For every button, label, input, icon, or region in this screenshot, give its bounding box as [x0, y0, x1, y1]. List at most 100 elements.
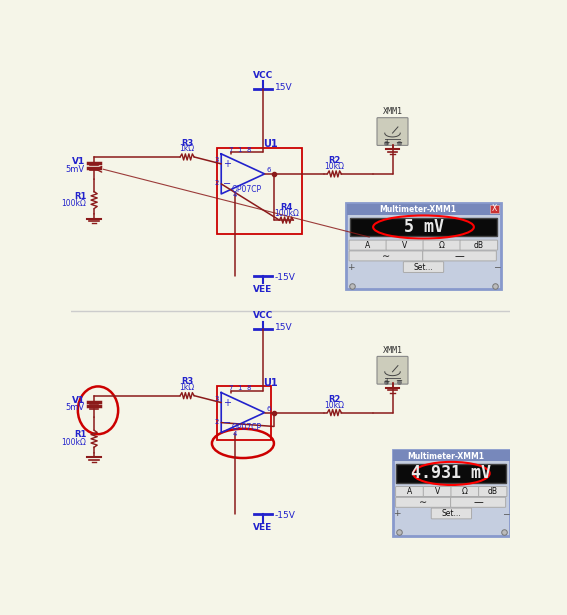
Text: —: — [473, 498, 483, 507]
Text: Multimeter-XMM1: Multimeter-XMM1 [408, 451, 484, 461]
FancyBboxPatch shape [423, 240, 460, 250]
Text: XMM1: XMM1 [383, 346, 403, 355]
Text: 10kΩ: 10kΩ [324, 400, 344, 410]
Text: 100kΩ: 100kΩ [274, 208, 299, 218]
Text: 1kΩ: 1kΩ [180, 144, 194, 153]
Text: 2: 2 [214, 180, 219, 186]
Text: Ω: Ω [439, 240, 445, 250]
Text: 15V: 15V [274, 323, 293, 332]
Bar [490, 205, 498, 213]
Text: −: − [395, 376, 402, 386]
Text: 1: 1 [237, 385, 242, 391]
Text: VCC: VCC [253, 71, 273, 80]
Text: dB: dB [488, 487, 498, 496]
Text: R2: R2 [328, 156, 341, 165]
Text: X: X [492, 204, 497, 213]
Text: −: − [223, 418, 231, 427]
Text: 1kΩ: 1kΩ [180, 383, 194, 392]
Text: Set...: Set... [414, 263, 433, 272]
Text: 8: 8 [247, 146, 251, 153]
Text: +: + [223, 159, 231, 169]
Bar [217, 148, 302, 234]
Text: U1: U1 [263, 378, 277, 388]
Text: R3: R3 [181, 378, 193, 386]
Text: Multimeter-XMM1: Multimeter-XMM1 [379, 205, 456, 214]
FancyBboxPatch shape [423, 251, 496, 261]
Text: R1: R1 [74, 192, 86, 200]
Text: V: V [435, 487, 440, 496]
Text: −: − [502, 509, 509, 518]
Text: 4: 4 [233, 430, 238, 437]
FancyBboxPatch shape [349, 251, 423, 261]
FancyBboxPatch shape [403, 261, 443, 272]
Text: +: + [223, 397, 231, 408]
Text: R3: R3 [181, 139, 193, 148]
Text: A: A [365, 240, 370, 250]
Text: U1: U1 [263, 139, 277, 149]
Text: OP07CP: OP07CP [232, 184, 262, 194]
Text: R4: R4 [280, 204, 293, 212]
Bar [217, 386, 271, 440]
Text: −: − [493, 263, 500, 272]
Text: +: + [383, 138, 390, 147]
Text: R2: R2 [328, 395, 341, 404]
Text: 4: 4 [233, 192, 238, 198]
Text: 7: 7 [229, 385, 233, 391]
Bar [350, 218, 497, 236]
Text: −: − [395, 138, 402, 147]
Text: 5mV: 5mV [66, 403, 85, 413]
Text: +: + [347, 263, 354, 272]
Text: ∼: ∼ [382, 251, 390, 261]
Text: 5 mV: 5 mV [404, 218, 443, 236]
Bar [396, 464, 506, 483]
Text: XMM1: XMM1 [383, 107, 403, 116]
Text: 2: 2 [214, 419, 219, 425]
Text: 6: 6 [266, 167, 270, 173]
FancyBboxPatch shape [396, 498, 451, 507]
FancyBboxPatch shape [460, 240, 498, 250]
Text: -15V: -15V [274, 511, 295, 520]
FancyBboxPatch shape [479, 486, 507, 496]
Text: 8: 8 [247, 385, 251, 391]
Text: V: V [402, 240, 408, 250]
Text: Ω: Ω [462, 487, 468, 496]
Text: +: + [383, 376, 390, 386]
Text: A: A [407, 487, 412, 496]
Bar [393, 450, 510, 461]
Text: 3: 3 [214, 157, 219, 164]
FancyBboxPatch shape [424, 486, 451, 496]
Text: VEE: VEE [253, 285, 273, 294]
Text: 4.931 mV: 4.931 mV [412, 464, 492, 482]
Text: -15V: -15V [274, 272, 295, 282]
FancyBboxPatch shape [451, 486, 479, 496]
Text: —: — [455, 251, 464, 261]
FancyBboxPatch shape [386, 240, 424, 250]
Text: V1: V1 [71, 157, 85, 166]
FancyBboxPatch shape [377, 117, 408, 145]
Text: 10kΩ: 10kΩ [324, 162, 344, 171]
Text: ∼: ∼ [419, 498, 427, 507]
Text: 1: 1 [237, 146, 242, 153]
Text: VCC: VCC [253, 311, 273, 320]
Text: 100kΩ: 100kΩ [61, 438, 86, 447]
Text: 3: 3 [214, 396, 219, 402]
Text: 15V: 15V [274, 83, 293, 92]
FancyBboxPatch shape [392, 450, 510, 536]
Text: +: + [393, 509, 401, 518]
FancyBboxPatch shape [349, 240, 387, 250]
Text: 7: 7 [229, 146, 233, 153]
Text: −: − [223, 179, 231, 189]
Text: 5mV: 5mV [66, 165, 85, 174]
Text: 6: 6 [266, 406, 270, 412]
Text: VEE: VEE [253, 523, 273, 533]
Bar [347, 204, 500, 215]
FancyBboxPatch shape [346, 203, 501, 290]
Text: dB: dB [474, 240, 484, 250]
Text: OP07CP: OP07CP [232, 423, 262, 432]
Text: V1: V1 [71, 396, 85, 405]
Text: 100kΩ: 100kΩ [61, 199, 86, 208]
FancyBboxPatch shape [431, 508, 472, 519]
FancyBboxPatch shape [451, 498, 506, 507]
Text: R1: R1 [74, 430, 86, 440]
FancyBboxPatch shape [377, 356, 408, 384]
